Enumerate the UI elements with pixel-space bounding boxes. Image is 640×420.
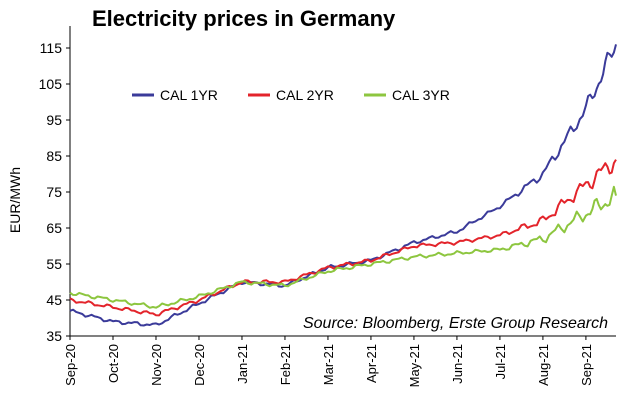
x-tick-label: Aug-21 (536, 344, 551, 386)
chart-axes: 35 45 55 65 75 85 95 105 115 Sep-20 Oct-20 Nov-20 De… (39, 26, 616, 387)
series-line (69, 185, 617, 309)
legend-label: CAL 2YR (276, 87, 334, 103)
x-tick-label: Jul-21 (493, 344, 508, 379)
x-tick-label: Nov-20 (149, 344, 164, 386)
x-tick-label: Apr-21 (364, 344, 379, 383)
y-tick-label: 75 (46, 184, 62, 200)
y-axis-label: EUR/MWh (7, 167, 23, 233)
x-tick-label: Sep-20 (63, 344, 78, 386)
chart-legend: CAL 1YR CAL 2YR CAL 3YR (132, 87, 450, 103)
x-tick-label: Feb-21 (278, 344, 293, 385)
y-tick-label: 115 (40, 40, 63, 56)
x-tick-label: Mar-21 (321, 344, 336, 385)
x-tick-label: May-21 (407, 344, 422, 387)
x-tick-label: Oct-20 (106, 344, 121, 383)
x-tick-label: Jan-21 (235, 344, 250, 384)
legend-label: CAL 1YR (160, 87, 218, 103)
series-line (69, 159, 617, 317)
x-tick-label: Dec-20 (192, 344, 207, 386)
source-annotation: Source: Bloomberg, Erste Group Research (303, 315, 608, 332)
x-tick-label: Jun-21 (450, 344, 465, 384)
y-tick-label: 95 (46, 112, 62, 128)
series-line (69, 44, 617, 327)
y-tick-label: 85 (46, 148, 62, 164)
chart-series (69, 44, 617, 327)
y-tick-label: 35 (46, 328, 62, 344)
x-tick-label: Sep-21 (579, 344, 594, 386)
y-tick-label: 105 (39, 76, 63, 92)
y-tick-label: 55 (46, 256, 62, 272)
chart-title: Electricity prices in Germany (92, 6, 396, 31)
y-tick-label: 45 (46, 292, 62, 308)
y-tick-label: 65 (46, 220, 62, 236)
legend-label: CAL 3YR (392, 87, 450, 103)
